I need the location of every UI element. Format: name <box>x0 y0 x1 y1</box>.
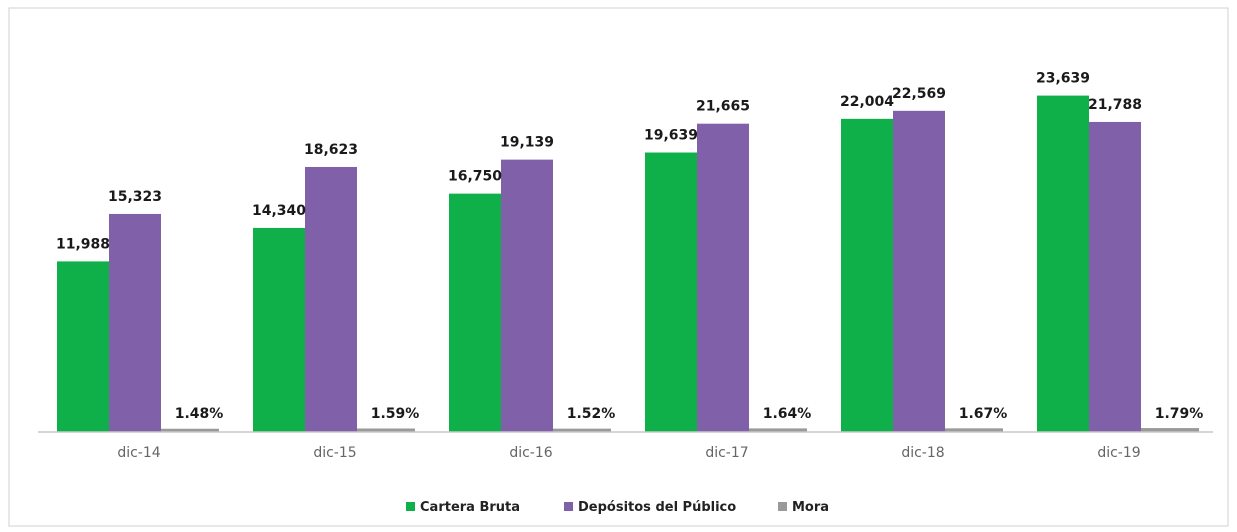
bar-cartera-bruta-dic-19 <box>1037 96 1089 432</box>
data-label-cartera-bruta-dic-16: 16,750 <box>448 169 502 185</box>
data-label-cartera-bruta-dic-14: 11,988 <box>56 236 110 252</box>
x-tick-label-dic-16: dic-16 <box>509 445 552 461</box>
legend-label-dep-sitos-del-p-blico: Depósitos del Público <box>578 500 736 515</box>
legend-label-cartera-bruta: Cartera Bruta <box>420 500 520 515</box>
data-label-dep-sitos-del-p-blico-dic-18: 22,569 <box>892 86 946 102</box>
x-tick-label-dic-14: dic-14 <box>117 445 160 461</box>
data-label-cartera-bruta-dic-19: 23,639 <box>1036 71 1090 87</box>
data-label-dep-sitos-del-p-blico-dic-16: 19,139 <box>500 135 554 151</box>
data-label-dep-sitos-del-p-blico-dic-19: 21,788 <box>1088 97 1142 113</box>
bar-dep-sitos-del-p-blico-dic-15 <box>305 167 357 432</box>
data-label-mora-dic-15: 1.59% <box>371 406 420 422</box>
bar-dep-sitos-del-p-blico-dic-19 <box>1089 122 1141 432</box>
x-tick-label-dic-18: dic-18 <box>901 445 944 461</box>
bar-dep-sitos-del-p-blico-dic-14 <box>109 214 161 432</box>
bar-cartera-bruta-dic-17 <box>645 153 697 432</box>
data-label-dep-sitos-del-p-blico-dic-14: 15,323 <box>108 189 162 205</box>
legend-label-mora: Mora <box>792 500 829 515</box>
bar-cartera-bruta-dic-18 <box>841 119 893 432</box>
data-label-cartera-bruta-dic-15: 14,340 <box>252 203 306 219</box>
data-label-mora-dic-14: 1.48% <box>175 406 224 422</box>
x-tick-label-dic-19: dic-19 <box>1097 445 1140 461</box>
legend-swatch-dep-sitos-del-p-blico <box>564 502 573 511</box>
data-label-mora-dic-18: 1.67% <box>959 406 1008 422</box>
bar-dep-sitos-del-p-blico-dic-16 <box>501 160 553 432</box>
data-label-dep-sitos-del-p-blico-dic-17: 21,665 <box>696 99 750 115</box>
bar-dep-sitos-del-p-blico-dic-18 <box>893 111 945 432</box>
data-label-dep-sitos-del-p-blico-dic-15: 18,623 <box>304 142 358 158</box>
data-label-mora-dic-17: 1.64% <box>763 406 812 422</box>
bar-cartera-bruta-dic-16 <box>449 194 501 432</box>
legend-swatch-mora <box>778 502 787 511</box>
bar-cartera-bruta-dic-15 <box>253 228 305 432</box>
legend-swatch-cartera-bruta <box>406 502 415 511</box>
data-label-mora-dic-19: 1.79% <box>1155 406 1204 422</box>
x-tick-label-dic-15: dic-15 <box>313 445 356 461</box>
data-label-cartera-bruta-dic-17: 19,639 <box>644 128 698 144</box>
bar-cartera-bruta-dic-14 <box>57 261 109 432</box>
data-label-cartera-bruta-dic-18: 22,004 <box>840 94 894 110</box>
bar-dep-sitos-del-p-blico-dic-17 <box>697 124 749 432</box>
data-label-mora-dic-16: 1.52% <box>567 406 616 422</box>
x-tick-label-dic-17: dic-17 <box>705 445 748 461</box>
